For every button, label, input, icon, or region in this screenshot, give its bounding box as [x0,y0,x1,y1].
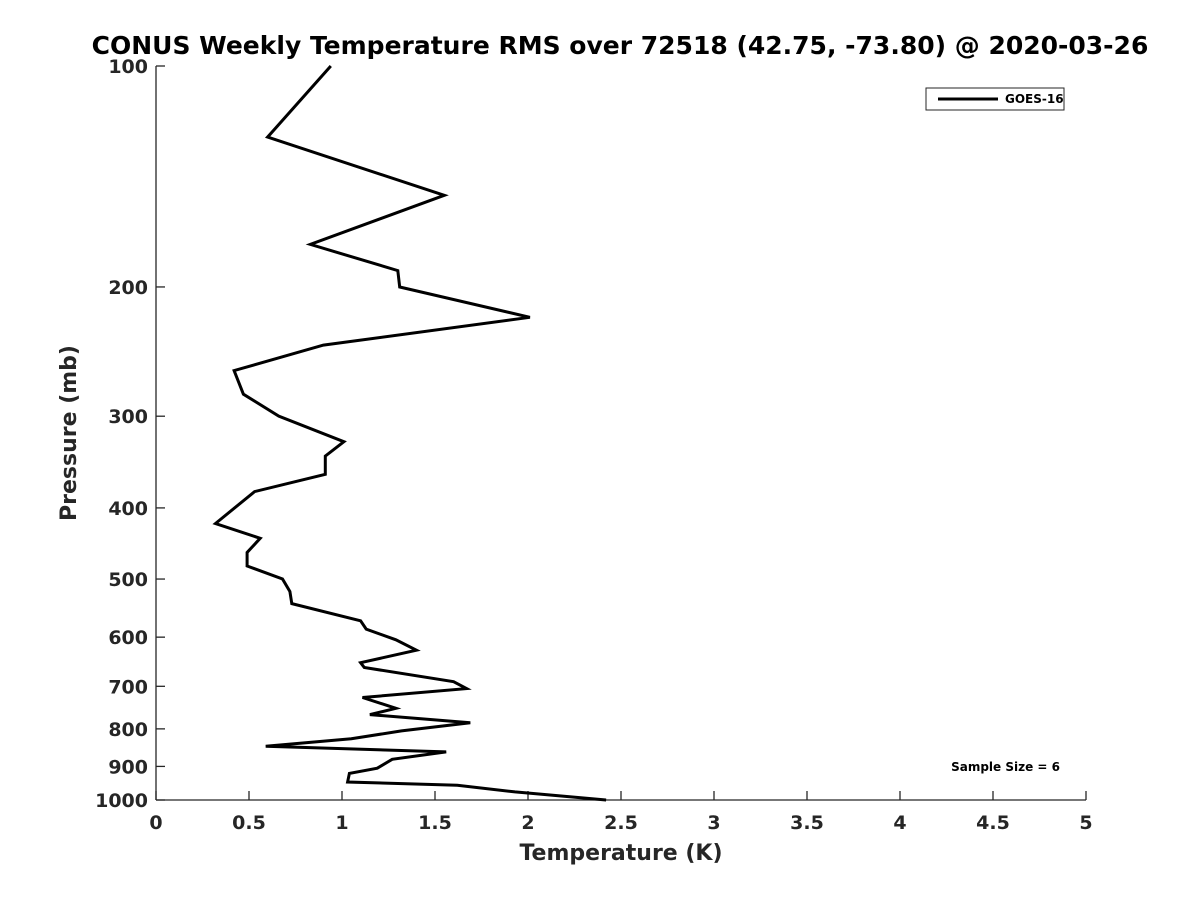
chart-title: CONUS Weekly Temperature RMS over 72518 … [92,31,1149,60]
x-tick-label: 4 [893,812,906,834]
x-tick-label: 2 [521,812,534,834]
y-tick-label: 500 [108,569,148,591]
y-tick-label: 600 [108,627,148,649]
x-tick-label: 1.5 [418,812,452,834]
x-ticks: 0 0.5 1 1.5 2 2.5 3 3.5 4 4.5 5 [149,791,1093,834]
x-tick-label: 5 [1079,812,1092,834]
y-tick-label: 100 [108,56,148,78]
plot-area [155,66,1086,801]
y-tick-label: 300 [108,406,148,428]
legend-entry-goes-16: GOES-16 [1005,92,1064,106]
sample-size-annotation: Sample Size = 6 [951,760,1060,774]
x-tick-label: 1 [335,812,348,834]
y-tick-label: 400 [108,498,148,520]
series-line-goes-16 [212,65,607,802]
y-ticks: 100 200 300 400 500 600 700 800 900 1000 [95,56,165,812]
y-tick-label: 900 [108,756,148,778]
y-tick-label: 200 [108,277,148,299]
y-tick-label: 800 [108,719,148,741]
x-tick-label: 4.5 [976,812,1010,834]
y-tick-label: 700 [108,676,148,698]
legend: GOES-16 [925,87,1065,111]
x-tick-label: 0 [149,812,162,834]
y-tick-label: 1000 [95,790,148,812]
x-tick-label: 0.5 [232,812,266,834]
series-layer [212,65,607,802]
x-tick-label: 2.5 [604,812,638,834]
x-tick-label: 3 [707,812,720,834]
y-axis-label: Pressure (mb) [57,345,82,521]
x-tick-label: 3.5 [790,812,824,834]
x-axis-label: Temperature (K) [519,841,722,866]
